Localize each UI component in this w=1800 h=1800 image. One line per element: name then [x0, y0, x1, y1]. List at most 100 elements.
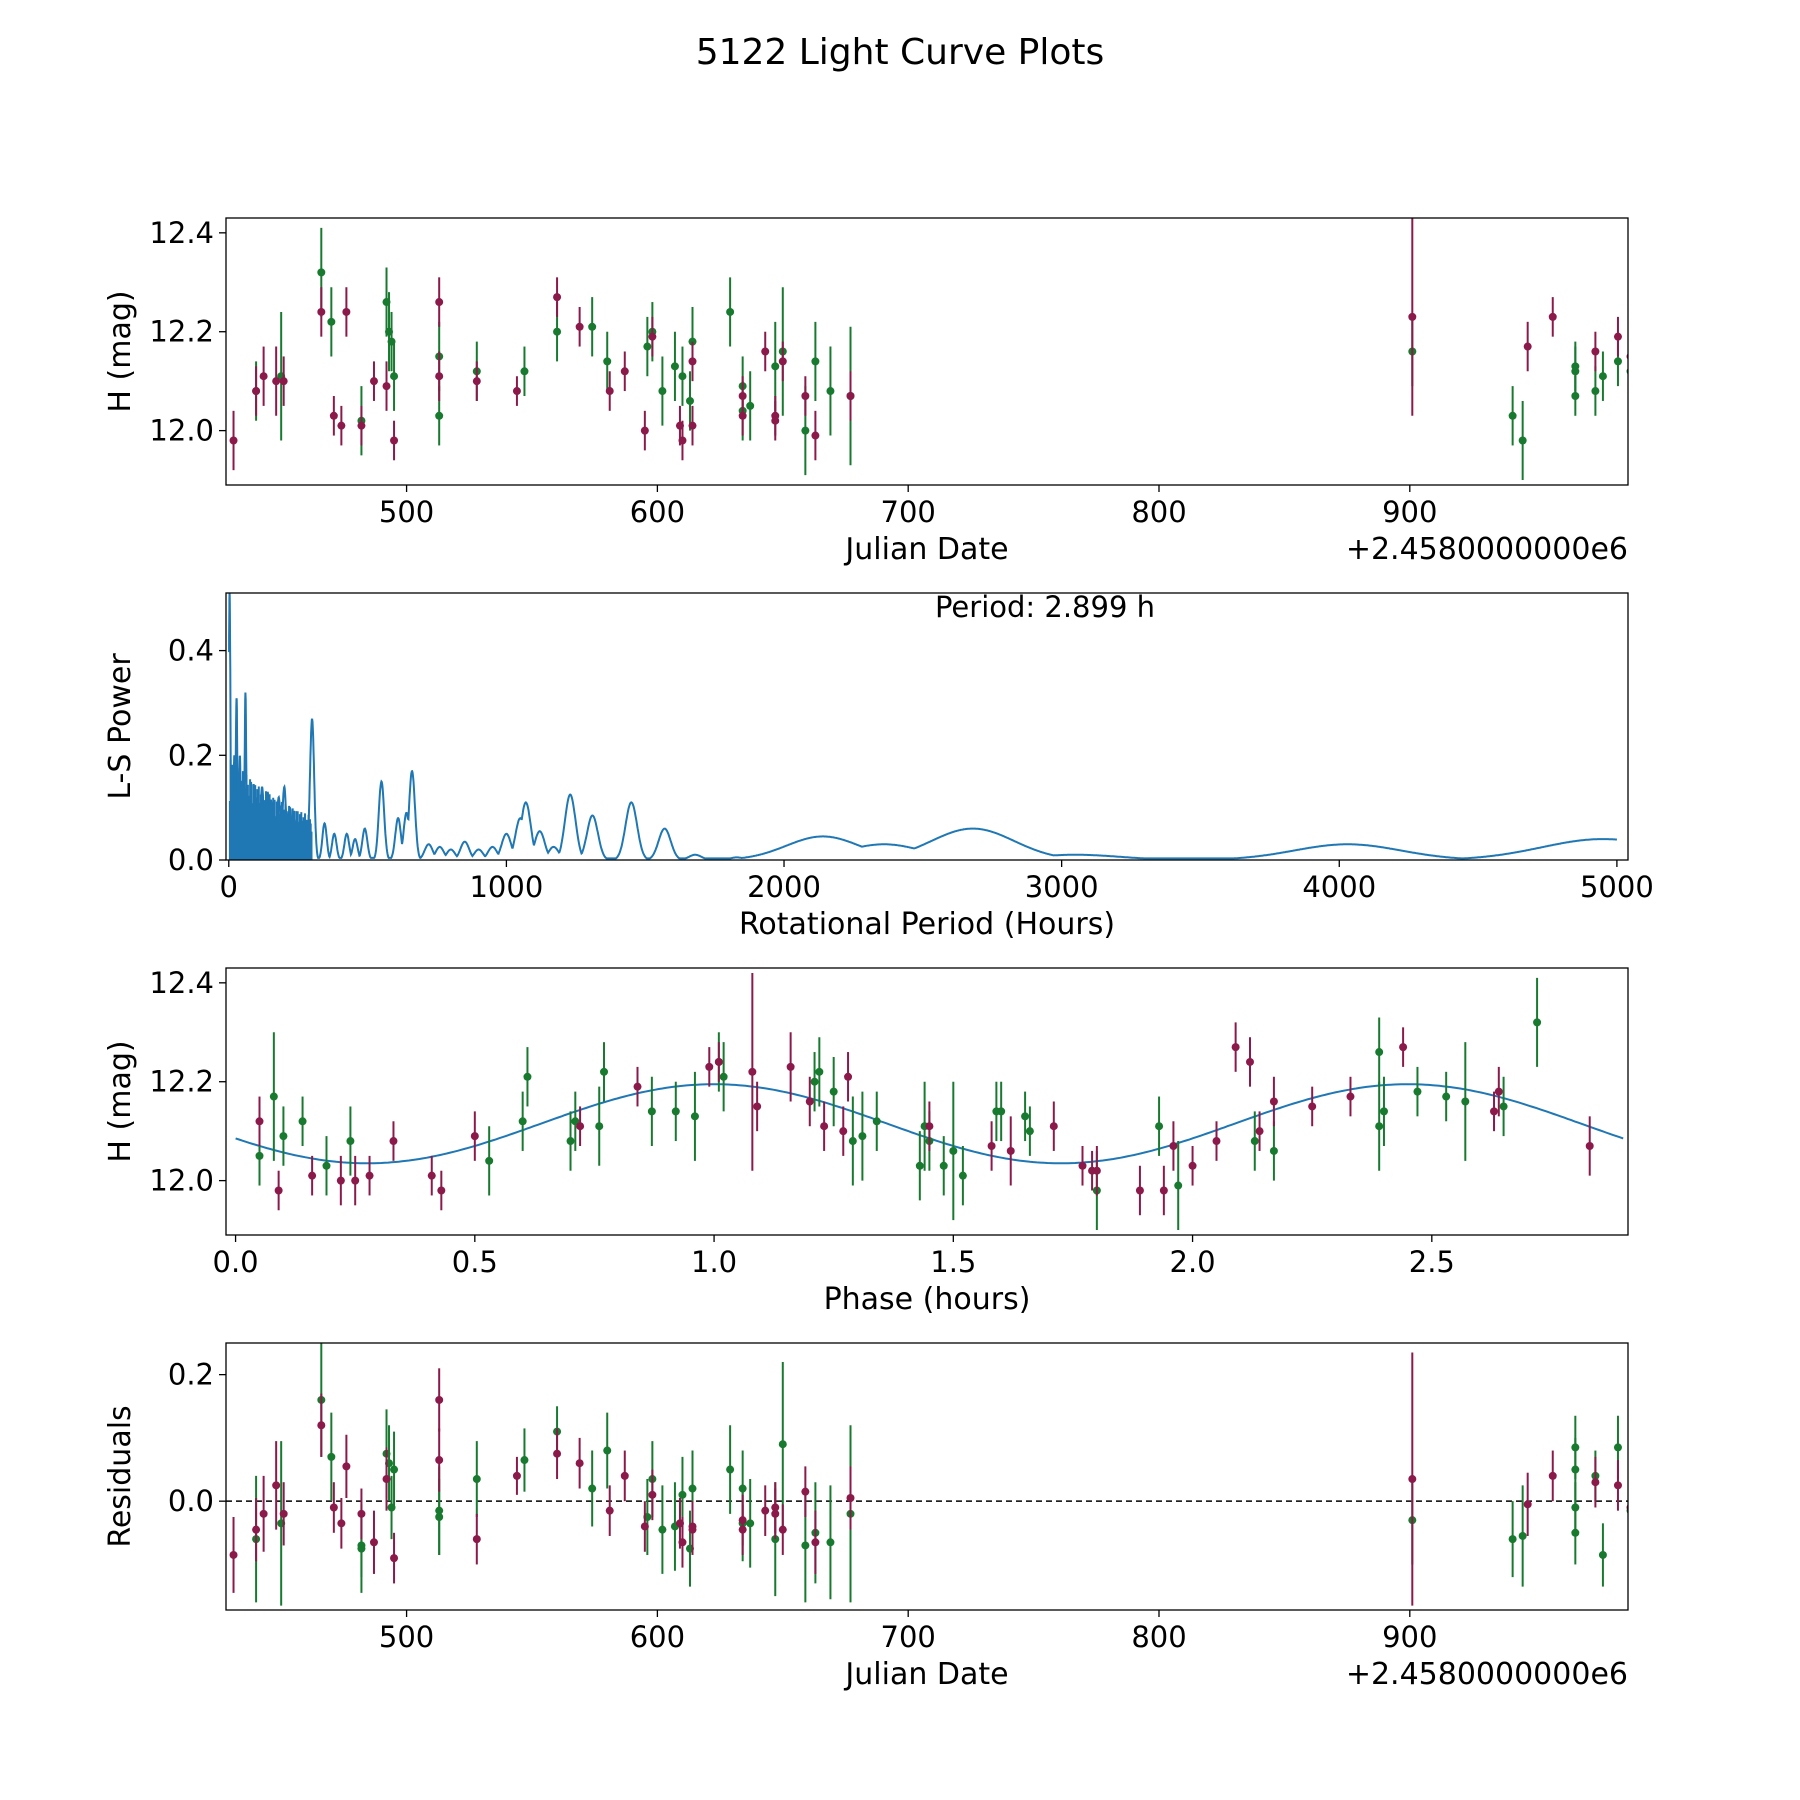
panel-lightcurve: 500 600 700 800 900 12.0 12.2 12.4 Julian Date H … [103, 216, 1629, 567]
data-point [1408, 312, 1417, 321]
data-point [553, 327, 562, 336]
y-axis-label: L-S Power [103, 653, 138, 800]
series-green [252, 1343, 1628, 1606]
data-point [1508, 1535, 1517, 1544]
data-point [390, 1554, 399, 1563]
data-point [1159, 1186, 1168, 1195]
axes-frame [225, 967, 1629, 1236]
x-axis-label: Julian Date [843, 1657, 1008, 1692]
y-tick-label: 12.0 [149, 414, 214, 448]
data-point [778, 357, 787, 366]
data-point [1548, 312, 1557, 321]
data-point [1571, 1465, 1580, 1474]
data-point [308, 1171, 317, 1180]
plot-area [235, 972, 1624, 1231]
data-point [815, 1067, 824, 1076]
data-point [512, 1471, 521, 1480]
x-tick-label: 1.0 [691, 1245, 737, 1279]
data-point [1006, 1146, 1015, 1155]
y-tick-label: 12.4 [149, 216, 214, 250]
x-tick-label: 800 [1131, 1620, 1186, 1654]
data-point [272, 377, 281, 386]
data-point [1231, 1043, 1240, 1052]
x-tick-label: 900 [1382, 495, 1437, 529]
data-point [1490, 1107, 1499, 1116]
data-point [1533, 1018, 1542, 1027]
data-point [858, 1132, 867, 1141]
data-point [1598, 372, 1607, 381]
data-point [1523, 342, 1532, 351]
data-point [229, 436, 238, 445]
data-point [369, 377, 378, 386]
panel-residuals: 500 600 700 800 900 0.0 0.2 Julian Date Residual… [103, 1342, 1629, 1692]
data-point [575, 1459, 584, 1468]
data-point [958, 1171, 967, 1180]
data-point [595, 1122, 604, 1131]
data-point [1379, 1107, 1388, 1116]
data-point [1613, 1481, 1622, 1490]
data-point [690, 1112, 699, 1121]
data-point [327, 1452, 336, 1461]
data-point [298, 1117, 307, 1126]
data-point [389, 1137, 398, 1146]
data-point [685, 396, 694, 405]
data-point [1571, 392, 1580, 400]
data-point [390, 436, 399, 445]
data-point [520, 1456, 529, 1465]
data-point [826, 387, 835, 396]
data-point [640, 426, 649, 435]
data-point [357, 1541, 366, 1550]
data-point [753, 1102, 762, 1111]
data-point [678, 436, 687, 445]
data-point [435, 298, 444, 307]
data-point [746, 401, 755, 410]
x-tick-label: 1000 [469, 870, 543, 904]
data-point [811, 431, 820, 440]
data-point [801, 426, 810, 435]
series-magenta [229, 218, 1628, 471]
data-point [738, 1516, 747, 1525]
x-tick-label: 0.0 [213, 1245, 259, 1279]
data-point [342, 1462, 351, 1471]
data-point [1571, 367, 1580, 376]
y-tick-label: 0.2 [168, 738, 214, 772]
data-point [640, 1522, 649, 1531]
data-point [688, 357, 697, 366]
y-tick-label: 12.2 [149, 315, 214, 349]
data-point [435, 1456, 444, 1465]
data-point [811, 357, 820, 366]
data-point [437, 1186, 446, 1195]
data-point [761, 1506, 770, 1515]
data-point [269, 1092, 278, 1101]
x-axis-label: Phase (hours) [824, 1282, 1031, 1317]
data-point [771, 1509, 780, 1518]
data-point [553, 1449, 562, 1458]
x-axis-label: Rotational Period (Hours) [739, 907, 1115, 942]
data-point [997, 1107, 1006, 1116]
periodogram-line [228, 593, 1618, 860]
data-point [778, 1525, 787, 1534]
x-tick-label: 600 [630, 495, 685, 529]
data-point [259, 372, 268, 381]
data-point [1308, 1102, 1317, 1111]
data-point [1571, 1528, 1580, 1537]
data-point [1269, 1146, 1278, 1155]
y-tick-label: 0.0 [168, 843, 214, 877]
data-point [844, 1072, 853, 1081]
data-point [1188, 1161, 1197, 1170]
data-point [839, 1127, 848, 1136]
data-point [272, 1481, 281, 1490]
axes-frame [225, 1342, 1629, 1611]
data-point [688, 421, 697, 430]
x-tick-label: 0.5 [452, 1245, 498, 1279]
data-point [329, 411, 338, 420]
y-axis-label: H (mag) [103, 290, 138, 412]
data-point [705, 1062, 714, 1071]
data-point [678, 1538, 687, 1547]
data-point [329, 1503, 338, 1512]
data-point [382, 382, 391, 391]
data-point [1613, 332, 1622, 341]
data-point [342, 307, 351, 316]
data-point [390, 372, 399, 381]
